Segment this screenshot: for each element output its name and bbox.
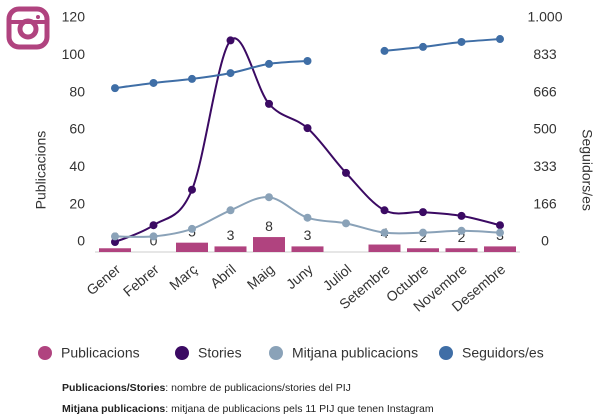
y-axis-title: Publicacions (33, 131, 49, 210)
bar (214, 246, 247, 252)
y-tick-label: 120 (62, 9, 86, 25)
data-label: 3 (304, 227, 312, 243)
point (342, 219, 350, 228)
point (380, 228, 389, 237)
point (496, 35, 504, 44)
y-tick-label: 80 (69, 83, 85, 99)
legend-marker (38, 346, 52, 360)
point (265, 193, 273, 202)
point (419, 228, 427, 237)
point (419, 42, 427, 51)
note: Mitjana publicacions: mitjana de publica… (62, 403, 434, 415)
y2-tick-label: 1.000 (527, 9, 562, 25)
point (226, 69, 235, 78)
data-label: 3 (227, 227, 235, 243)
legend-marker (269, 346, 283, 360)
point (265, 59, 273, 68)
point (457, 211, 466, 220)
point (303, 213, 312, 222)
point (149, 221, 158, 230)
point (149, 232, 158, 241)
x-tick-label: Juny (283, 261, 316, 292)
legend-label: Seguidors/es (462, 345, 544, 361)
y-tick-label: 40 (69, 158, 85, 174)
bar (291, 246, 324, 252)
note-text: : nombre de publicacions/stories del PIJ (165, 382, 351, 394)
point (265, 99, 273, 108)
point (457, 37, 466, 46)
point (188, 74, 196, 83)
point (111, 232, 119, 241)
point (188, 185, 196, 194)
legend-marker (175, 346, 189, 360)
data-label: 2 (458, 229, 466, 245)
bar (99, 248, 131, 252)
y2-tick-label: 333 (533, 158, 557, 174)
point (111, 84, 119, 93)
bar (445, 248, 478, 252)
point (380, 46, 389, 55)
bar (253, 237, 285, 252)
x-tick-label: Març (166, 261, 200, 293)
data-label: 2 (419, 229, 427, 245)
point (380, 206, 389, 215)
point (303, 124, 312, 133)
point (457, 226, 466, 235)
point (303, 57, 312, 66)
line (384, 38, 501, 52)
point (149, 78, 158, 87)
x-tick-label: Maig (244, 261, 278, 293)
y2-axis-title: Seguidors/es (579, 129, 595, 211)
y-tick-label: 100 (62, 46, 86, 62)
point (188, 224, 196, 233)
y-tick-label: 20 (69, 195, 85, 211)
bar (484, 246, 516, 252)
instagram-icon (6, 6, 50, 50)
x-tick-label: Abril (207, 261, 239, 291)
y-tick-label: 60 (69, 121, 85, 137)
data-label: 8 (265, 218, 273, 234)
note-text: : mitjana de publicacions pels 11 PIJ qu… (165, 403, 434, 415)
line (114, 60, 308, 90)
legend-label: Publicacions (61, 345, 140, 361)
legend-label: Stories (198, 345, 242, 361)
point (496, 228, 504, 237)
bar (368, 244, 401, 252)
y2-tick-label: 833 (533, 46, 557, 62)
plot: 02040608010012001663335006668331.000Gene… (38, 9, 563, 361)
x-tick-label: Febrer (120, 261, 162, 300)
y2-tick-label: 666 (533, 83, 557, 99)
data-label: 0 (150, 233, 158, 249)
legend-marker (439, 346, 453, 360)
point (496, 221, 504, 230)
point (342, 168, 350, 177)
y2-tick-label: 0 (541, 233, 549, 249)
y2-tick-label: 166 (533, 195, 557, 211)
line (114, 37, 501, 243)
y2-tick-label: 500 (533, 121, 557, 137)
point (226, 36, 235, 45)
note-bold: Mitjana publicacions (62, 403, 165, 415)
point (111, 238, 119, 246)
point (226, 206, 235, 215)
note: Publicacions/Stories: nombre de publicac… (62, 382, 351, 394)
bar (176, 242, 208, 252)
x-tick-label: Gener (83, 261, 123, 298)
bar (407, 248, 439, 252)
legend-label: Mitjana publicacions (292, 345, 418, 361)
point (419, 208, 427, 217)
note-bold: Publicacions/Stories (62, 382, 165, 394)
y-tick-label: 0 (77, 233, 85, 249)
